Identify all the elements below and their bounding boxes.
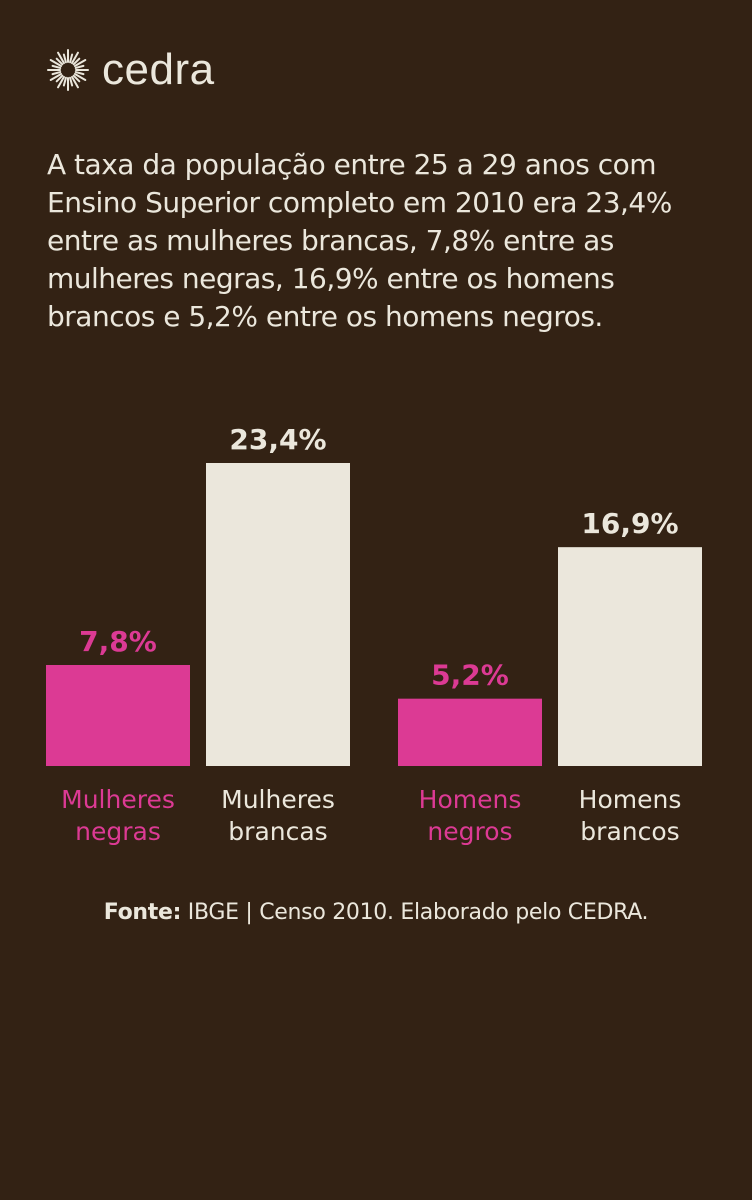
sunburst-ray [62, 76, 67, 87]
sunburst-ray [49, 59, 63, 67]
sunburst-ray [72, 74, 81, 83]
brand-logo: cedra [46, 44, 215, 96]
bar [558, 547, 702, 766]
bar [206, 463, 350, 766]
bar [398, 698, 542, 766]
sunburst-ray [73, 73, 87, 81]
sunburst-ray [51, 64, 62, 69]
source-note: Fonte: IBGE | Censo 2010. Elaborado pelo… [0, 898, 752, 928]
sunburst-ray [72, 57, 81, 66]
source-text: IBGE | Censo 2010. Elaborado pelo CEDRA. [187, 900, 649, 925]
sunburst-ray [74, 64, 85, 69]
chart-description: A taxa da população entre 25 a 29 anos c… [47, 148, 672, 333]
category-label: brancas [228, 817, 327, 846]
sunburst-ray [49, 73, 63, 81]
category-label: negras [75, 817, 161, 846]
bar [46, 665, 190, 766]
brand-name: cedra [102, 45, 215, 94]
category-label: negros [427, 817, 512, 846]
sunburst-ray [57, 51, 65, 65]
category-label: Mulheres [221, 785, 335, 814]
category-label: Homens [419, 785, 522, 814]
sunburst-ray [62, 53, 67, 64]
source-label: Fonte: [103, 900, 182, 925]
sunburst-ray [74, 71, 85, 76]
value-label: 7,8% [79, 625, 157, 658]
sunburst-ray [71, 75, 79, 89]
sunburst-ray [71, 51, 79, 65]
sunburst-ray [69, 76, 74, 87]
category-label: brancos [580, 817, 679, 846]
sunburst-ray [55, 57, 64, 66]
value-label: 23,4% [229, 423, 326, 456]
sunburst-ray [55, 74, 64, 83]
sunburst-ray [57, 75, 65, 89]
sunburst-ray [73, 59, 87, 67]
category-label: Mulheres [61, 785, 175, 814]
sunburst-ray [69, 53, 74, 64]
sunburst-ray [51, 71, 62, 76]
value-label: 16,9% [581, 507, 678, 540]
bar-chart: 7,8% Mulheres negras 23,4% Mulheres brancas 5,… [46, 423, 702, 846]
sunburst-icon [47, 49, 89, 91]
category-label: Homens [579, 785, 682, 814]
value-label: 5,2% [431, 659, 509, 692]
